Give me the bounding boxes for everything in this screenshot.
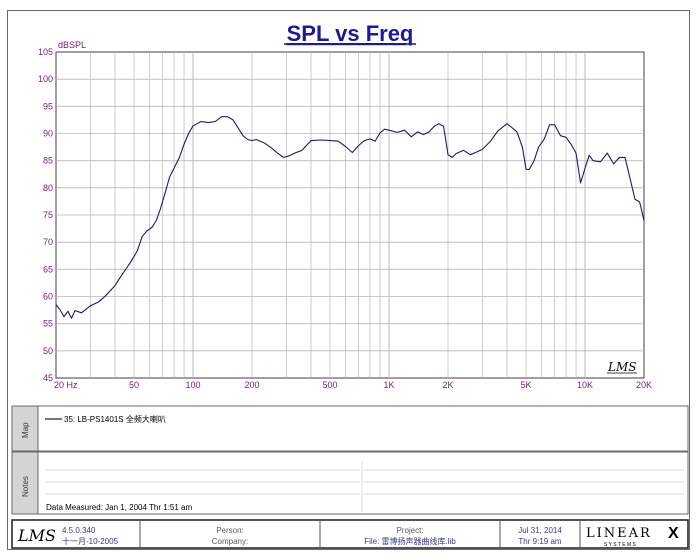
map-panel xyxy=(11,405,689,452)
curve-layer xyxy=(55,116,645,319)
brand-sub: S Y S T E M S xyxy=(604,542,637,548)
x-tick-label: 5K xyxy=(520,380,531,390)
y-tick-label: 70 xyxy=(43,237,53,247)
x-tick-label: 200 xyxy=(244,380,259,390)
y-tick-label: 65 xyxy=(43,264,53,274)
y-tick-label: 95 xyxy=(43,101,53,111)
footer-version: 4.5.0.340 xyxy=(62,526,96,535)
footer-border xyxy=(11,519,689,549)
y-tick-label: 50 xyxy=(43,346,53,356)
legend-entry: 35: LB-PS1401S 全频大喇叭 xyxy=(64,414,166,424)
x-tick-label: 50 xyxy=(129,380,139,390)
notes-lines xyxy=(46,462,684,512)
y-tick-label: 90 xyxy=(43,129,53,139)
x-tick-label: 20K xyxy=(636,380,652,390)
footer-file: File: 雷博扬声器曲线库.lib xyxy=(364,536,456,546)
footer-bar xyxy=(11,519,689,549)
x-tick-label: 1K xyxy=(383,380,394,390)
footer-time: Thr 9:19 am xyxy=(518,537,561,546)
map-label-box xyxy=(11,405,39,452)
x-tick-label: 100 xyxy=(185,380,200,390)
y-tick-labels: 45 50 55 60 65 70 75 80 85 90 95 100 105 xyxy=(38,47,53,383)
y-tick-label: 60 xyxy=(43,292,53,302)
series-line xyxy=(55,116,645,319)
footer-build-date: 十一月-10-2005 xyxy=(62,536,119,546)
footer-company: Company: xyxy=(212,537,248,546)
plot-watermark: LMS xyxy=(607,360,636,374)
y-axis-label: dBSPL xyxy=(58,40,86,50)
y-tick-label: 45 xyxy=(43,373,53,383)
map-label: Map xyxy=(21,422,30,438)
notes-label: Notes xyxy=(21,476,30,497)
y-tick-label: 100 xyxy=(38,74,53,84)
grid xyxy=(56,52,644,378)
footer-logo: LMS xyxy=(17,526,56,545)
brand-x: X xyxy=(668,525,679,542)
notes-panel xyxy=(11,451,689,515)
x-tick-label: 10K xyxy=(577,380,593,390)
footer-person: Person: xyxy=(216,526,244,535)
data-measured-text: Data Measured: Jan 1, 2004 Thr 1:51 am xyxy=(46,503,192,512)
brand-name: LINEAR xyxy=(586,526,652,541)
chart-title: SPL vs Freq xyxy=(287,21,414,46)
notes-label-box xyxy=(11,451,39,515)
x-tick-label: 20 Hz xyxy=(54,380,78,390)
footer-date: Jul 31, 2014 xyxy=(518,526,562,535)
x-tick-labels: 20 Hz 50 100 200 500 1K 2K 5K 10K 20K xyxy=(54,380,652,390)
y-tick-label: 105 xyxy=(38,47,53,57)
footer-project: Project: xyxy=(396,526,423,535)
y-tick-label: 85 xyxy=(43,156,53,166)
y-tick-label: 75 xyxy=(43,210,53,220)
x-tick-label: 500 xyxy=(322,380,337,390)
x-tick-label: 2K xyxy=(442,380,453,390)
y-tick-label: 80 xyxy=(43,183,53,193)
y-tick-label: 55 xyxy=(43,319,53,329)
